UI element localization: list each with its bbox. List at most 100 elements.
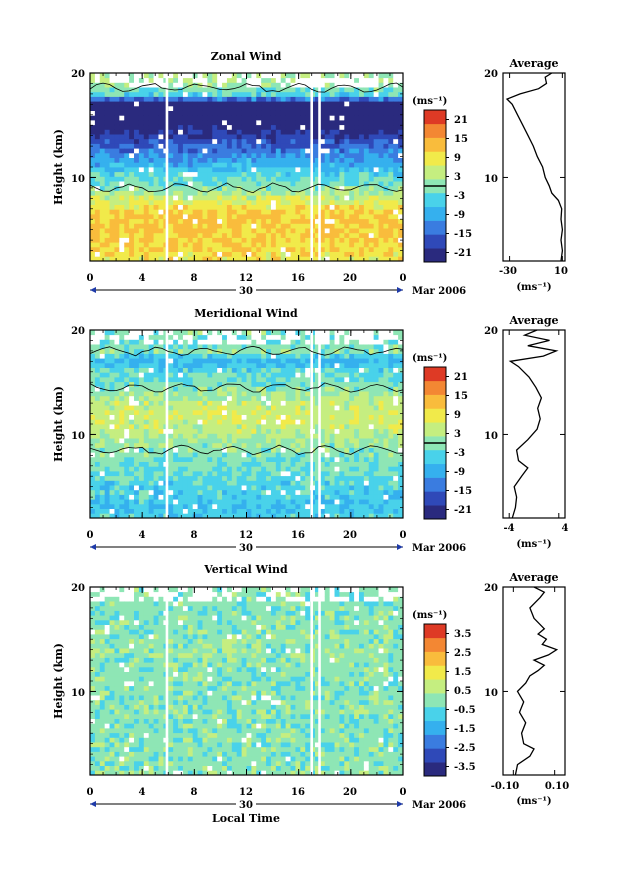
heatmap-cell bbox=[290, 409, 296, 415]
heatmap-cell bbox=[295, 190, 301, 196]
heatmap-cell bbox=[368, 124, 375, 130]
heatmap-cell bbox=[393, 209, 399, 215]
heatmap-cell bbox=[329, 87, 335, 93]
heatmap-cell bbox=[124, 185, 130, 191]
heatmap-cell bbox=[138, 466, 145, 472]
heatmap-cell bbox=[192, 381, 198, 387]
heatmap-cell bbox=[192, 171, 198, 177]
heatmap-cell bbox=[226, 447, 233, 453]
heatmap-cell bbox=[300, 120, 306, 126]
heatmap-cell bbox=[197, 185, 203, 191]
heatmap-cell bbox=[158, 471, 164, 477]
heatmap-cell bbox=[246, 513, 252, 518]
heatmap-cell bbox=[207, 452, 213, 458]
heatmap-cell bbox=[236, 330, 243, 336]
heatmap-cell bbox=[393, 199, 399, 205]
heatmap-cell bbox=[104, 353, 110, 359]
heatmap-cell bbox=[138, 242, 145, 248]
heatmap-cell bbox=[368, 190, 375, 196]
heatmap-cell bbox=[261, 96, 267, 102]
heatmap-cell bbox=[217, 115, 223, 121]
heatmap-cell bbox=[109, 124, 115, 130]
heatmap-cell bbox=[119, 405, 125, 411]
heatmap-cell bbox=[256, 82, 262, 88]
heatmap-cell bbox=[393, 115, 399, 121]
heatmap-cell bbox=[129, 330, 135, 336]
heatmap-cell bbox=[99, 91, 106, 97]
heatmap-cell bbox=[231, 223, 238, 229]
heatmap-cell bbox=[143, 228, 150, 234]
heatmap-cell bbox=[222, 176, 228, 182]
heatmap-cell bbox=[256, 405, 262, 411]
heatmap-cell bbox=[226, 386, 233, 392]
heatmap-cell bbox=[173, 447, 179, 453]
heatmap-cell bbox=[114, 447, 120, 453]
heatmap-cell bbox=[261, 251, 267, 257]
heatmap-cell bbox=[241, 353, 247, 359]
heatmap-cell bbox=[368, 475, 375, 481]
heatmap-cell bbox=[300, 419, 306, 425]
heatmap-cell bbox=[388, 228, 394, 234]
heatmap-cell bbox=[349, 115, 355, 121]
heatmap-cell bbox=[354, 358, 360, 364]
heatmap-cell bbox=[241, 339, 247, 345]
heatmap-cell bbox=[119, 129, 125, 135]
heatmap-cell bbox=[324, 367, 331, 373]
heatmap-cell bbox=[388, 237, 394, 243]
heatmap-cell bbox=[349, 82, 355, 88]
heatmap-cell bbox=[241, 176, 247, 182]
heatmap-cell bbox=[319, 138, 326, 144]
heatmap-cell bbox=[368, 419, 375, 425]
heatmap-cell bbox=[349, 73, 355, 79]
heatmap-cell bbox=[153, 438, 159, 444]
heatmap-cell bbox=[182, 237, 189, 243]
heatmap-cell bbox=[251, 120, 257, 126]
heatmap-cell bbox=[182, 386, 189, 392]
heatmap-cell bbox=[173, 334, 179, 340]
heatmap-cell bbox=[99, 424, 106, 430]
heatmap-cell bbox=[349, 171, 355, 177]
heatmap-cell bbox=[329, 223, 335, 229]
heatmap-cell bbox=[349, 148, 355, 154]
heatmap-cell bbox=[148, 195, 154, 201]
heatmap-cell bbox=[207, 419, 213, 425]
heatmap-cell bbox=[226, 334, 233, 340]
heatmap-cell bbox=[138, 471, 145, 477]
heatmap-cell bbox=[305, 452, 311, 458]
heatmap-cell bbox=[319, 353, 326, 359]
heatmap-cell bbox=[119, 381, 125, 387]
heatmap-cell bbox=[226, 218, 233, 224]
heatmap-cell bbox=[192, 485, 198, 491]
heatmap-cell bbox=[187, 405, 194, 411]
heatmap-cell bbox=[290, 362, 296, 368]
heatmap-cell bbox=[119, 503, 125, 509]
heatmap-cell bbox=[270, 503, 277, 509]
heatmap-cell bbox=[192, 400, 198, 406]
heatmap-cell bbox=[109, 424, 115, 430]
heatmap-cell bbox=[168, 475, 174, 481]
heatmap-cell bbox=[231, 499, 238, 505]
heatmap-cell bbox=[114, 138, 120, 144]
heatmap-cell bbox=[290, 466, 296, 472]
heatmap-cell bbox=[119, 209, 125, 215]
heatmap-cell bbox=[182, 232, 189, 238]
heatmap-cell bbox=[373, 124, 379, 130]
heatmap-cell bbox=[212, 91, 218, 97]
heatmap-cell bbox=[261, 228, 267, 234]
heatmap-cell bbox=[153, 414, 159, 420]
heatmap-cell bbox=[226, 400, 233, 406]
heatmap-cell bbox=[202, 353, 208, 359]
heatmap-cell bbox=[280, 461, 287, 467]
heatmap-cell bbox=[324, 428, 331, 434]
heatmap-cell bbox=[134, 228, 140, 234]
colorbar-tick-label: 21 bbox=[454, 115, 468, 126]
heatmap-cell bbox=[295, 372, 301, 378]
heatmap-cell bbox=[129, 377, 135, 383]
heatmap-cell bbox=[231, 105, 238, 111]
heatmap-cell bbox=[109, 228, 115, 234]
heatmap-cell bbox=[280, 96, 287, 102]
heatmap-cell bbox=[114, 120, 120, 126]
heatmap-cell bbox=[197, 214, 203, 220]
heatmap-cell bbox=[148, 447, 154, 453]
heatmap-cell bbox=[212, 105, 218, 111]
